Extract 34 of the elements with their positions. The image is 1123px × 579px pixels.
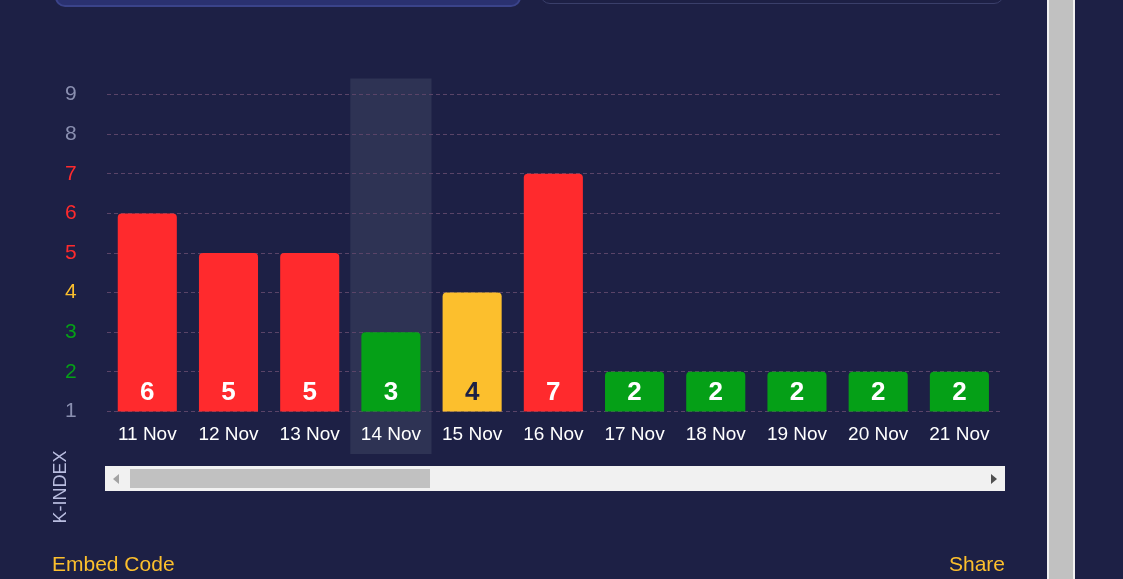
- y-tick-label: 1: [64, 398, 77, 422]
- y-tick-label: 8: [64, 121, 77, 144]
- data-label: 2: [789, 375, 805, 406]
- data-label: 2: [708, 375, 723, 406]
- x-tick-label: 20 Nov: [848, 423, 909, 445]
- data-label: 2: [952, 375, 967, 406]
- x-tick-label: 14 Nov: [360, 423, 422, 445]
- y-tick-label: 9: [64, 81, 77, 105]
- data-label: 2: [627, 375, 642, 406]
- x-tick-label: 15 Nov: [442, 423, 503, 445]
- x-tick-label: 21 Nov: [929, 423, 990, 445]
- y-tick-label: 3: [64, 319, 77, 342]
- y-tick-label: 6: [64, 200, 77, 224]
- data-label: 5: [302, 375, 317, 406]
- x-tick-label: 18 Nov: [685, 423, 747, 445]
- data-label: 7: [546, 375, 561, 406]
- x-tick-label: 16 Nov: [523, 423, 584, 445]
- data-label: 4: [464, 375, 480, 406]
- y-axis-title: K-INDEX: [49, 450, 71, 524]
- x-tick-label: 17 Nov: [604, 423, 666, 445]
- data-label: 6: [140, 375, 155, 406]
- x-tick-label: 13 Nov: [279, 423, 341, 445]
- y-tick-label: 7: [64, 160, 77, 184]
- y-tick-label: 5: [64, 239, 77, 263]
- data-label: 3: [383, 375, 399, 406]
- data-label: 5: [221, 375, 236, 406]
- y-tick-label: 2: [64, 358, 77, 382]
- x-tick-label: 19 Nov: [766, 423, 828, 445]
- text: Embed Code: [52, 552, 175, 576]
- y-tick-label: 4: [64, 279, 77, 303]
- x-tick-label: 12 Nov: [198, 423, 260, 445]
- text: Share: [948, 552, 1005, 576]
- data-label: 2: [870, 375, 886, 406]
- x-tick-label: 11 Nov: [117, 423, 178, 445]
